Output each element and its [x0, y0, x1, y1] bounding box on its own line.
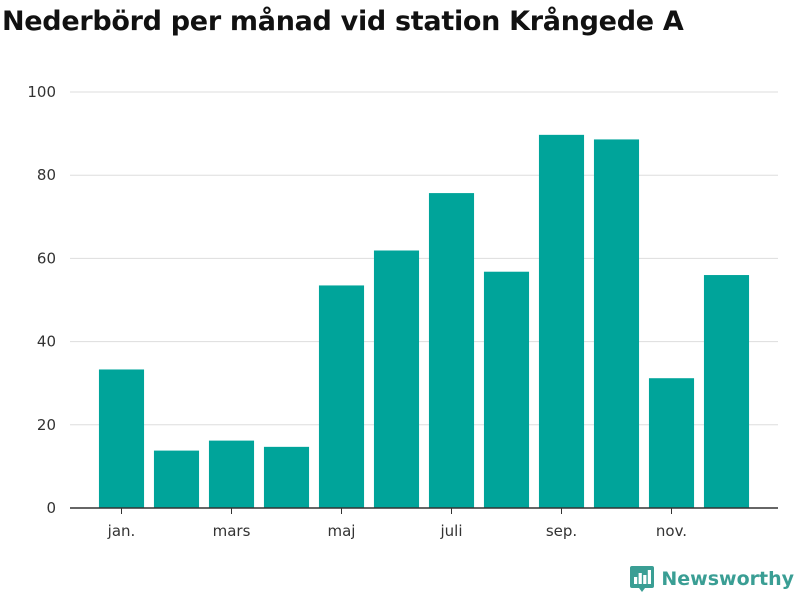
x-tick-labels: jan. mars maj juli sep. nov.	[107, 522, 687, 540]
gridlines	[70, 91, 778, 426]
newsworthy-logo: Newsworthy	[629, 564, 794, 594]
bar-mars	[208, 440, 255, 508]
bar-sep	[538, 134, 585, 508]
bar-aug	[483, 271, 530, 508]
bar-juli	[428, 193, 475, 508]
bar-okt	[593, 139, 640, 508]
bar-maj	[318, 285, 365, 508]
y-tick-label: 0	[46, 499, 56, 517]
brand-name: Newsworthy	[661, 568, 794, 590]
y-tick-label: 60	[37, 249, 56, 267]
x-tick-label: mars	[213, 522, 251, 540]
axes	[70, 507, 778, 514]
y-tick-label: 20	[37, 416, 56, 434]
bar-juni	[373, 250, 420, 508]
y-tick-label: 100	[27, 83, 56, 101]
bar-chart-badge-icon	[630, 566, 655, 592]
x-tick-label: nov.	[656, 522, 687, 540]
x-tick-label: jan.	[107, 522, 136, 540]
y-tick-labels: 0 20 40 60 80 100	[27, 83, 56, 517]
bar-nov	[648, 378, 695, 508]
bar-apr	[263, 446, 310, 508]
bars	[98, 134, 750, 508]
y-tick-label: 80	[37, 166, 56, 184]
bar-dec	[703, 275, 750, 508]
x-tick-label: maj	[328, 522, 356, 540]
y-tick-label: 40	[37, 333, 56, 351]
x-tick-label: juli	[439, 522, 462, 540]
bar-jan	[98, 369, 145, 508]
bar-feb	[153, 450, 200, 508]
chart-title: Nederbörd per månad vid station Krångede…	[2, 6, 684, 37]
x-tick-label: sep.	[546, 522, 577, 540]
